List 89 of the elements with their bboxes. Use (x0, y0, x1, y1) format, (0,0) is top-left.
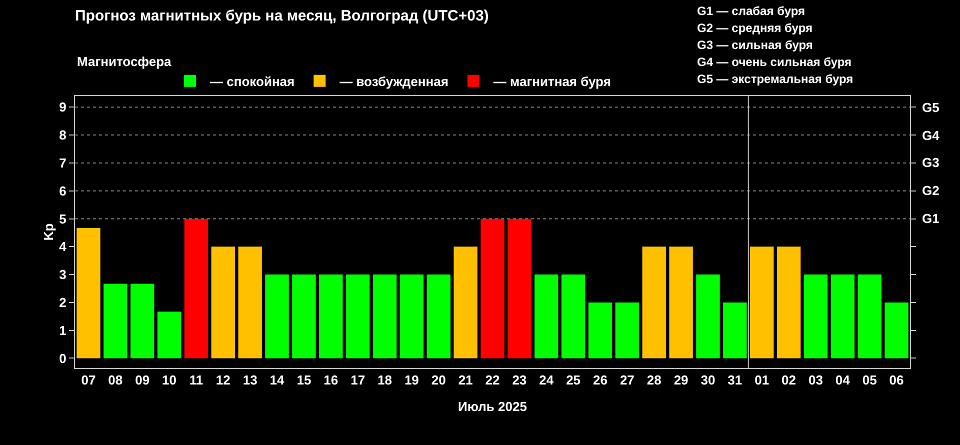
x-tick-label: 23 (512, 372, 527, 388)
x-tick-label: 18 (378, 372, 392, 388)
x-tick-label: 20 (431, 372, 446, 388)
x-tick-label: 19 (404, 372, 419, 388)
x-tick-label: 01 (754, 372, 770, 388)
x-tick-label: 24 (539, 372, 554, 388)
y-tick-label: 3 (59, 267, 66, 282)
bar (534, 274, 558, 358)
y-tick-label: 5 (59, 211, 66, 226)
x-tick-label: 14 (270, 372, 286, 388)
bar (830, 274, 855, 358)
bar (804, 274, 828, 358)
bar (454, 246, 478, 358)
bar (696, 274, 720, 358)
bar (292, 274, 316, 358)
y-tick-label: 4 (59, 239, 68, 254)
ref-line-label: G4 (922, 128, 940, 143)
y-tick-label: 6 (59, 183, 66, 198)
x-tick-label: 25 (566, 372, 581, 388)
bar (265, 274, 289, 358)
bar (346, 274, 370, 358)
bar (669, 246, 693, 358)
text: G3 — сильная буря (697, 38, 813, 52)
text: G4 — очень сильная буря (697, 55, 852, 69)
ref-line-label: G2 (922, 183, 940, 198)
bar (750, 246, 774, 358)
legend-label: — возбужденная (340, 74, 448, 89)
text: G2 — средняя буря (697, 21, 812, 35)
bar (588, 302, 612, 358)
x-tick-label: 09 (135, 372, 150, 388)
bar (561, 274, 586, 358)
bar (157, 312, 182, 358)
bar (238, 246, 262, 358)
bar (104, 284, 128, 358)
x-tick-label: 07 (81, 372, 96, 388)
x-tick-label: 13 (242, 372, 258, 388)
x-tick-label: 08 (108, 372, 123, 388)
x-tick-label: 17 (350, 372, 366, 388)
bar (723, 302, 747, 358)
y-tick-label: 2 (59, 294, 66, 310)
bar (211, 246, 235, 358)
x-tick-label: 26 (593, 372, 608, 388)
x-tick-label: 29 (674, 372, 688, 388)
bar (884, 302, 908, 358)
bar (480, 218, 504, 358)
bar (400, 274, 424, 358)
bar (508, 218, 532, 358)
x-tick-label: 05 (862, 372, 877, 388)
x-tick-label: 12 (216, 372, 230, 388)
bar (858, 274, 882, 358)
x-tick-label: 21 (458, 372, 473, 388)
y-tick-label: 7 (59, 156, 66, 170)
x-tick-label: 02 (782, 372, 796, 388)
bar (426, 274, 450, 358)
x-tick-label: 28 (646, 372, 662, 388)
x-tick-label: 06 (889, 372, 904, 388)
y-tick-label: 1 (59, 322, 66, 338)
x-tick-label: 15 (296, 372, 312, 388)
x-tick-label: 11 (189, 372, 204, 388)
text: G5 — экстремальная буря (697, 72, 854, 86)
x-tick-label: 04 (835, 372, 851, 388)
bar (184, 218, 208, 358)
chart-title: Прогноз магнитных бурь на месяц, Волгоград (UTC+03) (75, 8, 489, 24)
bar (372, 274, 397, 358)
x-axis-title: Июль 2025 (458, 399, 527, 414)
bar (776, 246, 801, 358)
y-tick-label: 8 (59, 128, 66, 143)
bar (642, 246, 666, 358)
bar (319, 274, 343, 358)
ref-line-label: G1 (922, 211, 940, 226)
x-tick-label: 16 (324, 372, 338, 388)
legend-title: Магнитосфера (77, 54, 172, 69)
x-tick-label: 22 (485, 372, 500, 388)
x-tick-label: 31 (728, 372, 742, 388)
y-tick-label: 9 (59, 100, 66, 115)
text: G1 — слабая буря (697, 4, 806, 18)
ref-line-label: G5 (922, 100, 940, 115)
x-tick-label: 03 (808, 372, 823, 388)
bar (615, 302, 640, 358)
ref-line-label: G3 (922, 155, 940, 170)
y-axis-title: Kp (41, 223, 56, 241)
legend-label: — спокойная (210, 74, 295, 89)
y-tick-label: 0 (59, 350, 66, 366)
x-tick-label: 30 (700, 372, 716, 388)
bar (76, 228, 100, 358)
legend-label: — магнитная буря (493, 74, 611, 89)
x-tick-label: 10 (162, 372, 177, 388)
bar (130, 284, 154, 358)
x-tick-label: 27 (620, 372, 634, 388)
